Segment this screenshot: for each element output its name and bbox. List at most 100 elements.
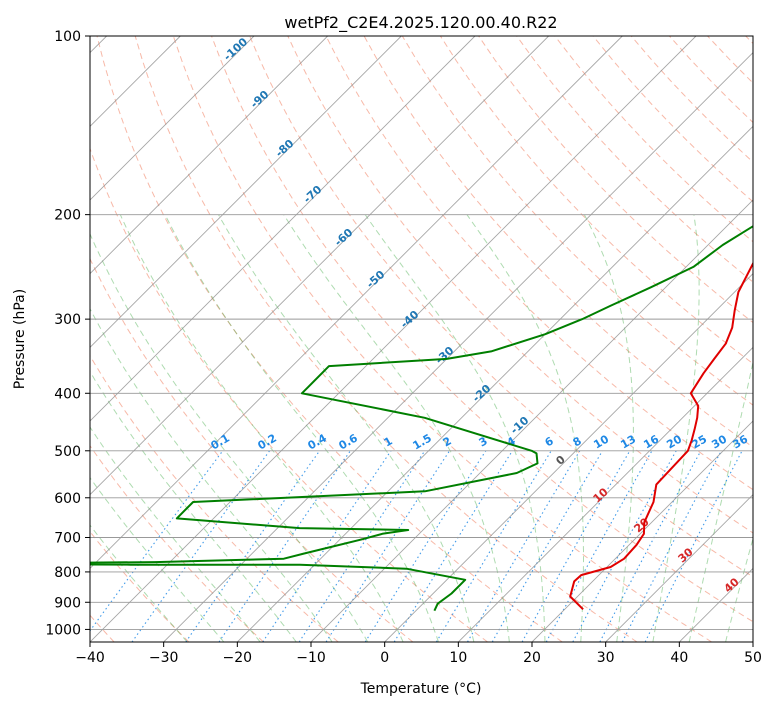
dry-adiabat-label: -90: [248, 88, 272, 111]
mixing-ratio-line: [90, 450, 224, 632]
isotherm: [90, 36, 255, 201]
dry-adiabat: [325, 36, 753, 491]
moist-adiabat: [364, 214, 546, 642]
mixing-ratio-line: [435, 450, 552, 642]
dry-adiabat: [439, 36, 753, 365]
temperature-line: [569, 261, 753, 611]
y-tick-label: 400: [54, 386, 81, 402]
y-tick-label: 100: [54, 29, 81, 45]
mixing-ratio-label: 8: [571, 434, 584, 449]
mixing-ratio-lines: [90, 450, 743, 642]
mixing-ratio-line: [599, 450, 702, 642]
dry-adiabat: [287, 36, 753, 534]
y-tick-label: 200: [54, 208, 81, 224]
isotherm: [531, 420, 753, 642]
dry-adiabat-label: -10: [508, 414, 532, 437]
isotherm: [90, 36, 402, 348]
x-tick-label: 0: [380, 650, 389, 666]
dry-adiabat: [90, 444, 264, 642]
dry-adiabat: [90, 530, 190, 642]
y-tick-label: 800: [54, 565, 81, 581]
dry-adiabat-label: -70: [301, 183, 325, 206]
mixing-ratio-label: 13: [618, 433, 638, 452]
y-tick-label: 700: [54, 531, 81, 547]
moist-adiabat: [90, 476, 225, 642]
dry-adiabat: [134, 36, 638, 642]
moist-adiabat: [119, 214, 404, 642]
dry-adiabat: [90, 257, 414, 642]
moist-adiabat: [466, 214, 584, 642]
moist-adiabat: [90, 426, 261, 642]
mixing-ratio-label: 0.1: [209, 431, 232, 452]
mixing-ratio-label: 0.2: [256, 431, 279, 452]
dry-adiabat: [211, 36, 753, 623]
mixing-ratio-line: [298, 450, 426, 642]
isotherm: [458, 346, 753, 642]
dry-adiabat: [90, 147, 488, 642]
moist-adiabat: [218, 214, 475, 642]
isotherm: [90, 36, 697, 642]
dry-adiabat-label: -20: [470, 382, 494, 405]
mixing-ratio-label: 20: [664, 432, 684, 451]
skewed-isotherms: [90, 36, 753, 642]
isotherm: [237, 125, 753, 642]
moist-adiabat: [164, 214, 439, 642]
y-axis-ticks: 1000 900 800 700 600 500 400 300 200 100: [45, 29, 90, 638]
isotherm: [90, 36, 328, 275]
dry-adiabats: [90, 36, 753, 642]
y-tick-label: 300: [54, 312, 81, 328]
x-tick-label: −30: [149, 650, 179, 666]
x-axis-label: Temperature (°C): [360, 681, 482, 697]
isotherm: [384, 273, 753, 642]
x-tick-label: 20: [523, 650, 541, 666]
y-tick-label: 900: [54, 595, 81, 611]
x-axis-ticks: −40 −30 −20 −10 0 10 20 30 40 50: [75, 642, 762, 666]
moist-adiabat-label: 20: [632, 515, 652, 535]
dry-adiabat-label: -40: [398, 308, 422, 331]
dry-adiabat-label: -100: [221, 35, 250, 63]
mixing-ratio-label: 30: [709, 432, 729, 451]
profile-series: [90, 225, 753, 612]
isotherm: [752, 641, 753, 642]
mixing-ratio-line: [467, 450, 581, 642]
mixing-ratio-label: 10: [591, 432, 611, 451]
moist-adiabat: [90, 232, 369, 642]
plot-area: -100-90-80-70-60-50-40-30-20-10010203040…: [90, 35, 753, 642]
mixing-ratio-line: [364, 450, 487, 642]
dry-adiabat-label: -50: [364, 268, 388, 291]
isotherm: [605, 494, 753, 642]
x-tick-label: −40: [75, 650, 105, 666]
moist-adiabats: [90, 214, 753, 642]
dry-adiabat: [516, 36, 753, 283]
dry-adiabat-label: -60: [332, 226, 356, 249]
moist-adiabat: [652, 214, 700, 642]
mixing-ratio-line: [572, 450, 677, 642]
dry-adiabat: [96, 36, 563, 642]
x-tick-label: 10: [449, 650, 467, 666]
isotherm: [90, 36, 623, 569]
moist-adiabat: [583, 214, 634, 642]
moist-adiabat: [283, 214, 510, 642]
dry-adiabat: [707, 36, 753, 84]
x-tick-label: −20: [223, 650, 253, 666]
dry-adiabat-label: -30: [433, 344, 457, 367]
isotherm: [163, 52, 753, 642]
isotherm: [310, 199, 753, 642]
dry-adiabat: [172, 36, 712, 642]
dry-adiabat: [90, 354, 339, 642]
mixing-ratio-label: 6: [543, 434, 556, 449]
plot-frame: [89, 35, 754, 643]
mixing-ratio-line: [131, 450, 271, 642]
mixing-ratio-label: 1: [382, 434, 395, 449]
moist-adiabat-label: 30: [676, 545, 696, 565]
x-tick-label: −10: [296, 650, 326, 666]
mixing-ratio-line: [393, 450, 513, 642]
mixing-ratio-line: [325, 450, 451, 642]
dry-adiabat-label: -80: [273, 137, 297, 160]
isobars: [90, 36, 753, 630]
y-axis-label: Pressure (hPa): [12, 289, 28, 389]
y-tick-label: 500: [54, 444, 81, 460]
moist-adiabat: [90, 307, 333, 642]
mixing-ratio-label: 16: [641, 432, 661, 451]
